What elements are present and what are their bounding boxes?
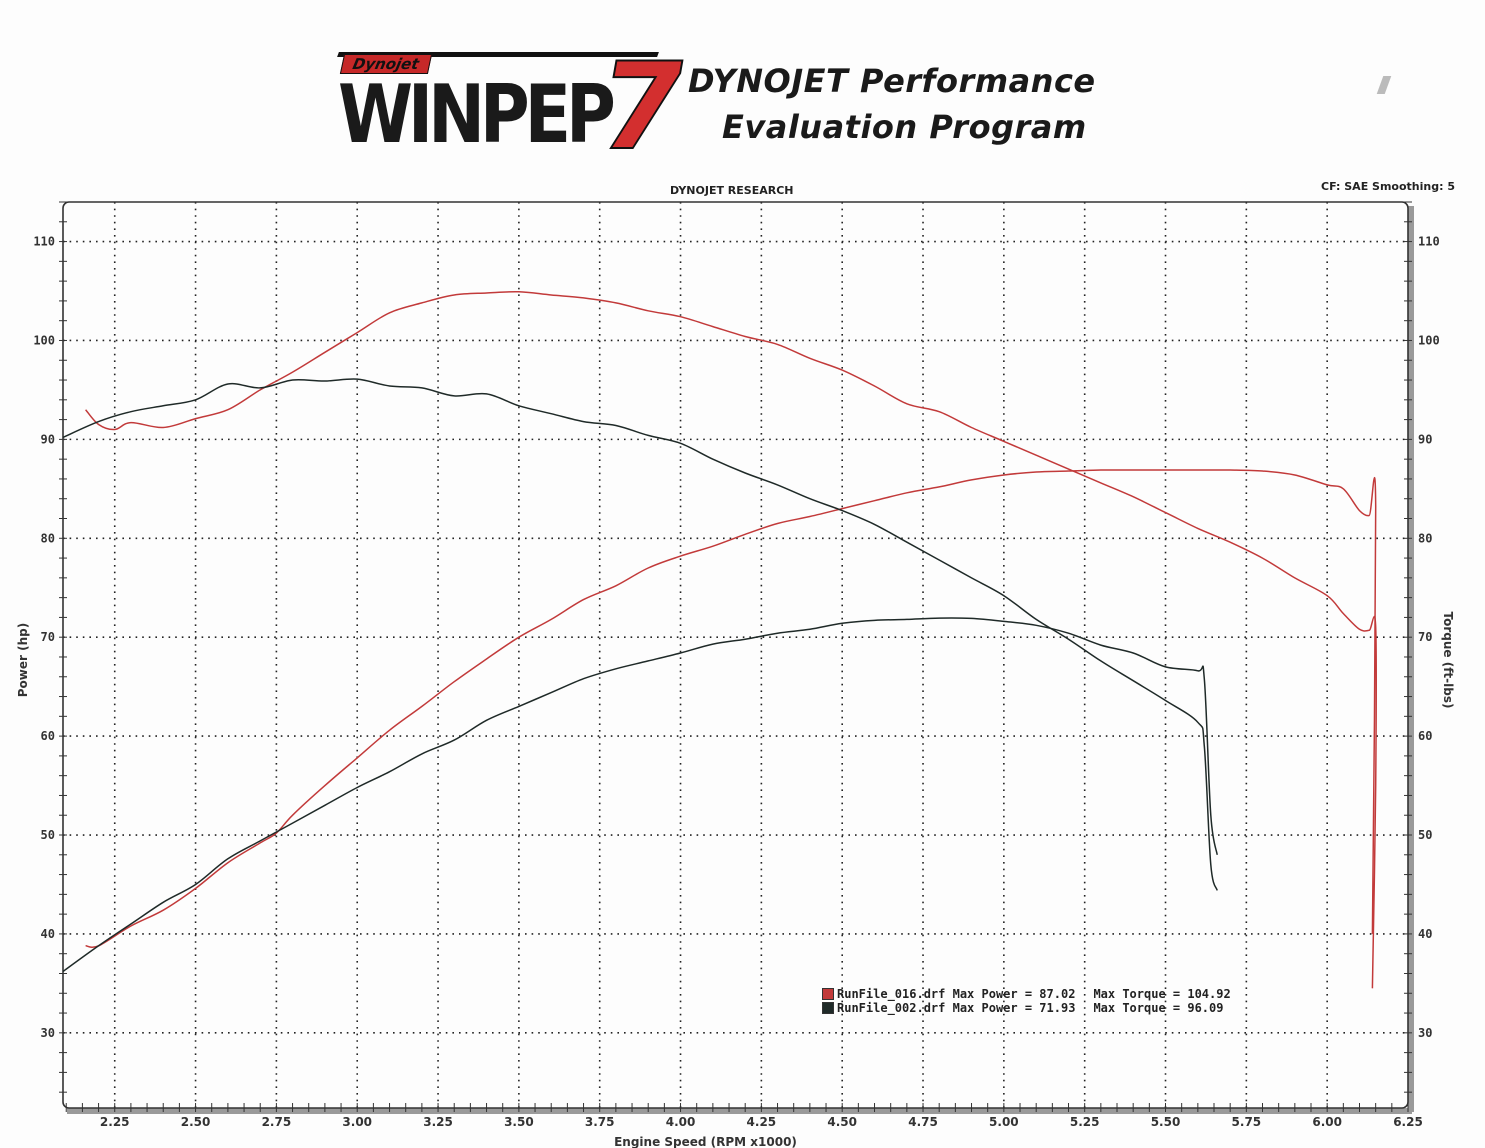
svg-text:100: 100 <box>1418 333 1440 347</box>
svg-text:5.75: 5.75 <box>1232 1115 1262 1129</box>
svg-text:50: 50 <box>41 828 55 842</box>
svg-text:4.25: 4.25 <box>747 1115 777 1129</box>
chart-axes <box>59 201 1414 1114</box>
series-line <box>62 617 1218 973</box>
svg-text:4.75: 4.75 <box>908 1115 938 1129</box>
svg-text:70: 70 <box>41 630 55 644</box>
svg-text:80: 80 <box>1418 531 1432 545</box>
x-axis-title: Engine Speed (RPM x1000) <box>614 1135 797 1148</box>
svg-text:110: 110 <box>1418 235 1440 249</box>
series-line <box>85 290 1378 989</box>
legend-max-power-value: Max Power = 87.02 <box>952 987 1076 1001</box>
svg-text:5.00: 5.00 <box>989 1115 1019 1129</box>
svg-text:90: 90 <box>41 432 55 446</box>
chart-labels: 2.25 2.50 2.75 3.00 3.25 3.50 3.75 4.00 4.25 4.50… <box>16 235 1455 1148</box>
correction-factor-label: CF: SAE Smoothing: 5 <box>1321 180 1455 193</box>
svg-text:30: 30 <box>41 1026 55 1040</box>
legend-swatch-black <box>822 1002 834 1014</box>
logo-word: WINPEP <box>338 68 616 161</box>
legend-row-runfile-016: RunFile_016.drf Max Power = 87.02 Max To… <box>822 987 1231 1001</box>
series-line <box>62 378 1218 891</box>
svg-text:80: 80 <box>41 531 55 545</box>
svg-text:6.25: 6.25 <box>1393 1115 1423 1129</box>
y2-axis-title: Torque (ft-lbs) <box>1441 612 1455 709</box>
svg-text:3.50: 3.50 <box>504 1115 534 1129</box>
chart-title: DYNOJET RESEARCH <box>670 184 794 197</box>
legend-max-power <box>945 1001 952 1015</box>
svg-text:6.00: 6.00 <box>1312 1115 1342 1129</box>
svg-text:3.75: 3.75 <box>585 1115 615 1129</box>
legend-max-power <box>945 987 952 1001</box>
svg-text:40: 40 <box>1418 927 1432 941</box>
program-title-line2: Evaluation Program <box>722 108 1087 146</box>
legend-swatch-red <box>822 988 834 1000</box>
svg-text:50: 50 <box>1418 828 1432 842</box>
program-title-line1: DYNOJET Performance <box>688 62 1096 100</box>
svg-text:60: 60 <box>41 729 55 743</box>
legend-file: RunFile_016.drf <box>837 987 946 1001</box>
svg-text:3.00: 3.00 <box>342 1115 372 1129</box>
svg-text:3.25: 3.25 <box>423 1115 453 1129</box>
chart-legend: RunFile_016.drf Max Power = 87.02 Max To… <box>822 987 1231 1015</box>
svg-text:70: 70 <box>1418 630 1432 644</box>
winpep-logo: Dynojet WINPEP 7 <box>337 37 697 178</box>
legend-file: RunFile_002.drf <box>837 1001 946 1015</box>
legend-max-torque: Max Torque = 96.09 <box>1093 1001 1224 1015</box>
svg-text:4.50: 4.50 <box>827 1115 857 1129</box>
legend-max-power-value: Max Power = 71.93 <box>952 1001 1076 1015</box>
y-axis-title: Power (hp) <box>16 623 30 697</box>
series-line <box>85 469 1377 948</box>
svg-text:2.25: 2.25 <box>100 1115 130 1129</box>
svg-text:110: 110 <box>33 235 55 249</box>
svg-text:60: 60 <box>1418 729 1432 743</box>
svg-text:90: 90 <box>1418 432 1432 446</box>
svg-text:5.25: 5.25 <box>1070 1115 1100 1129</box>
chart-series <box>62 290 1378 989</box>
svg-text:5.50: 5.50 <box>1151 1115 1181 1129</box>
legend-max-torque: Max Torque = 104.92 <box>1093 987 1231 1001</box>
svg-text:2.50: 2.50 <box>181 1115 211 1129</box>
legend-row-runfile-002: RunFile_002.drf Max Power = 71.93 Max To… <box>822 1001 1231 1015</box>
svg-text:40: 40 <box>41 927 55 941</box>
svg-text:100: 100 <box>33 333 55 347</box>
svg-text:4.00: 4.00 <box>666 1115 696 1129</box>
svg-text:2.75: 2.75 <box>262 1115 292 1129</box>
chart-grid <box>63 202 1408 1108</box>
svg-text:30: 30 <box>1418 1026 1432 1040</box>
